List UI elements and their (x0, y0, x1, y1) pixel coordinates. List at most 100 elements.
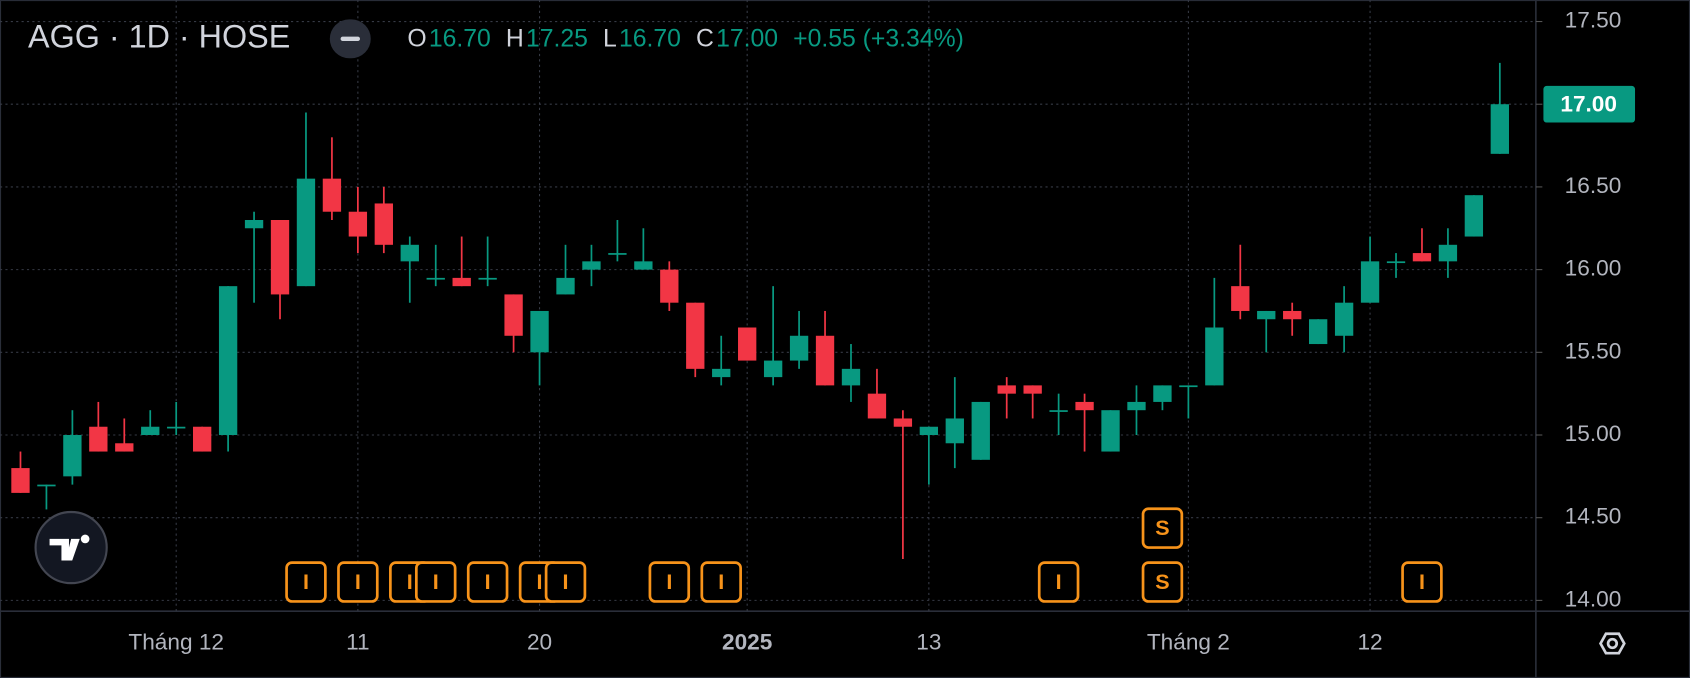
event-label: I (718, 569, 724, 594)
ohlc-label: O (407, 25, 426, 52)
y-tick-label: 15.50 (1565, 338, 1622, 363)
candle-body (1464, 195, 1484, 237)
candle-body (1334, 302, 1354, 336)
y-tick-label: 16.50 (1565, 173, 1622, 198)
candle-body (400, 244, 419, 262)
event-marker[interactable] (700, 561, 742, 603)
event-marker[interactable] (466, 561, 509, 603)
candle-body (1231, 286, 1250, 311)
candle-body (1283, 310, 1302, 320)
candle-body (1257, 310, 1276, 320)
candle-body (115, 443, 134, 452)
candle-body (504, 294, 523, 336)
ohlc-value: 16.70 (619, 25, 681, 52)
candle-body (1438, 244, 1458, 262)
candle-body (1205, 327, 1224, 386)
event-marker[interactable] (1401, 561, 1443, 603)
tradingview-logo (34, 510, 108, 585)
candle-body (867, 393, 887, 419)
event-marker[interactable] (648, 561, 691, 603)
ohlc-value: 17.25 (526, 25, 588, 52)
candle-body (89, 426, 108, 452)
candle-body (1386, 261, 1406, 264)
collapse-icon (340, 36, 360, 41)
event-label: I (407, 569, 413, 594)
candle-body (37, 484, 56, 487)
last-price-tag (1543, 85, 1636, 123)
ohlc-label: H (506, 25, 524, 52)
event-marker[interactable] (544, 561, 587, 603)
x-tick-label: 2025 (722, 629, 772, 654)
y-tick-label: 14.50 (1565, 504, 1622, 529)
candle-body (738, 327, 757, 361)
event-label: S (1155, 569, 1169, 594)
event-label: I (537, 569, 543, 594)
event-marker[interactable] (1141, 561, 1184, 603)
event-label: I (1419, 569, 1425, 594)
candle-body (712, 368, 731, 378)
event-marker[interactable] (414, 561, 457, 603)
ohlc-label: C (696, 25, 714, 52)
candle-body (634, 261, 653, 270)
x-tick-label: 13 (916, 629, 941, 654)
x-tick-label: 11 (346, 629, 370, 654)
candle-body (763, 360, 783, 378)
y-tick-label: 14.00 (1565, 586, 1622, 611)
candle-body (608, 253, 627, 255)
candle-body (218, 286, 238, 436)
event-label: I (485, 569, 491, 594)
x-tick-label: 20 (527, 629, 552, 654)
event-label: S (1155, 515, 1169, 540)
event-label: I (433, 569, 439, 594)
candle-body (374, 203, 393, 245)
last-price-label: 17.00 (1560, 91, 1617, 116)
candle-body (1179, 385, 1198, 388)
candle-body (1127, 401, 1146, 411)
candle-body (141, 426, 160, 436)
candle-body (1490, 104, 1509, 154)
event-label: I (1056, 569, 1062, 594)
change-value: +0.55 (+3.34%) (793, 25, 964, 52)
candle-body (244, 219, 264, 229)
candle-body (192, 426, 212, 452)
candle-body (1075, 401, 1094, 411)
ohlc-label: L (603, 25, 617, 52)
candle-body (815, 335, 835, 386)
event-label: I (563, 569, 569, 594)
candle-body (1412, 253, 1432, 262)
ohlc-value: 17.00 (716, 25, 778, 52)
event-marker[interactable] (1141, 507, 1184, 549)
y-tick-label: 16.00 (1565, 256, 1622, 281)
event-marker[interactable] (1037, 561, 1080, 603)
candle-body (556, 277, 575, 295)
candle-body (582, 261, 601, 270)
candle-body (1101, 410, 1120, 452)
candle-body (452, 277, 471, 287)
event-label: I (303, 569, 309, 594)
event-marker[interactable] (337, 561, 379, 603)
candle-body (1360, 261, 1380, 303)
candle-body (11, 468, 30, 493)
candle-body (945, 418, 964, 444)
candle-body (1049, 410, 1068, 412)
candle-body (530, 310, 549, 353)
symbol-title: AGG · 1D · HOSE (28, 18, 290, 54)
event-label: I (355, 569, 361, 594)
event-marker[interactable] (285, 561, 327, 603)
candle-body (348, 211, 368, 237)
candle-body (660, 269, 679, 303)
candle-body (1023, 385, 1042, 394)
candle-body (322, 178, 342, 212)
settings-icon[interactable] (1599, 632, 1626, 655)
candle-body (971, 401, 990, 460)
candle-body (63, 435, 82, 477)
candle-body (686, 302, 705, 369)
legend: AGG · 1D · HOSE O 16.70 H 17.25 L 16.70 C 17.00… (28, 18, 964, 59)
ohlc-value: 16.70 (429, 25, 491, 52)
candle-body (893, 418, 913, 427)
candle-body (478, 277, 497, 280)
candle-body (919, 426, 939, 436)
y-tick-label: 17.50 (1565, 8, 1622, 33)
